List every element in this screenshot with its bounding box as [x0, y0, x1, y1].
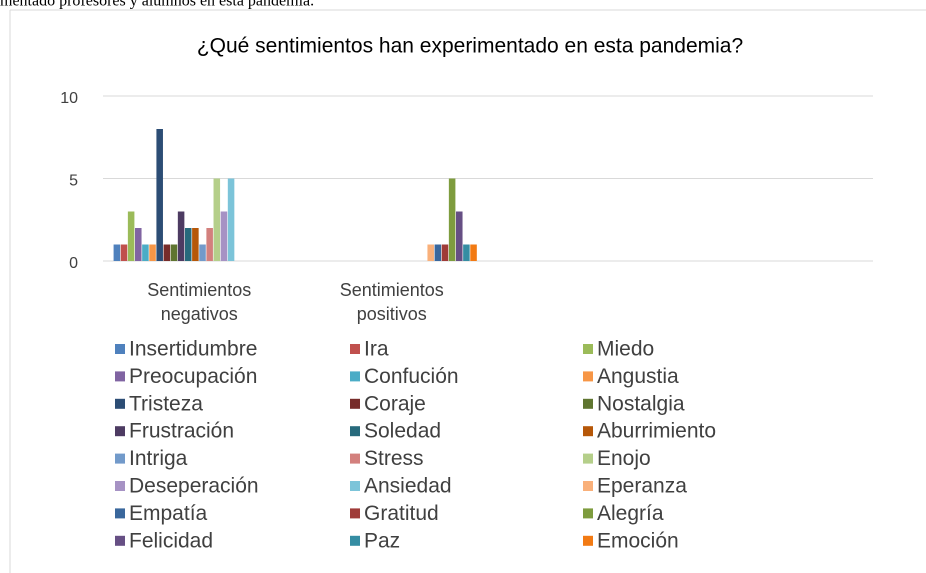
bar [113, 244, 121, 261]
legend-swatch [115, 344, 125, 354]
legend-label: Felicidad [129, 529, 213, 552]
bar [441, 244, 449, 261]
legend-swatch [350, 398, 360, 409]
legend-label: Tristeza [129, 392, 203, 415]
legend-swatch [115, 453, 125, 464]
bar [170, 244, 178, 261]
legend-swatch [115, 508, 125, 519]
legend-label: Angustia [597, 365, 679, 388]
legend-label: Enojo [597, 447, 651, 470]
legend-label: Deseperación [129, 475, 259, 498]
bar [177, 211, 185, 261]
x-tick-label-line: negativos [161, 304, 238, 324]
bar [206, 228, 213, 261]
legend-label: Empatía [129, 502, 208, 525]
x-tick-label-line: positivos [357, 304, 427, 324]
legend-swatch [583, 371, 593, 382]
legend-swatch [350, 371, 360, 382]
legend-swatch [350, 508, 360, 519]
legend-swatch [115, 371, 125, 382]
legend-label: Soledad [364, 420, 441, 443]
x-tick-label: Sentimientos positivos [340, 280, 444, 324]
legend-swatch [583, 481, 593, 491]
legend-label: Gratitud [364, 502, 439, 525]
x-tick-label-line: Sentimientos [340, 280, 444, 300]
legend-label: Nostalgia [597, 392, 685, 415]
bar [184, 228, 192, 261]
legend-label: Coraje [364, 392, 426, 415]
x-tick-label: Sentimientos negativos [147, 280, 251, 324]
legend-swatch [583, 508, 593, 519]
legend-swatch [583, 535, 593, 546]
legend-swatch [115, 481, 125, 491]
bar [142, 244, 149, 261]
legend-label: Emoción [597, 529, 679, 552]
legend-swatch [115, 398, 125, 409]
legend-swatch [350, 344, 360, 354]
bar [220, 211, 228, 261]
legend-swatch [583, 344, 593, 354]
legend-swatch [350, 535, 360, 546]
y-tick-label: 10 [60, 90, 78, 107]
legend-label: Ansiedad [364, 475, 452, 498]
bar [213, 178, 221, 261]
legend-label: Stress [364, 447, 424, 470]
legend-label: Aburrimiento [597, 420, 716, 443]
y-tick-label: 0 [69, 255, 78, 272]
y-tick-label: 5 [69, 173, 78, 190]
bar [448, 178, 456, 261]
legend-swatch [583, 453, 593, 464]
legend-label: Preocupación [129, 365, 257, 388]
bar [127, 211, 135, 261]
legend-swatch [350, 426, 360, 437]
bar [434, 244, 442, 261]
chart-title: ¿Qué sentimientos han experimentado en e… [197, 35, 743, 58]
bar [463, 244, 470, 261]
legend-swatch [115, 426, 125, 437]
bar [199, 244, 206, 261]
bar [455, 211, 463, 261]
legend-label: Miedo [597, 338, 654, 361]
bar [427, 244, 434, 261]
x-tick-label-line: Sentimientos [147, 280, 251, 300]
bar [163, 244, 171, 261]
bar [120, 244, 128, 261]
bar [149, 244, 156, 261]
bar [156, 129, 163, 261]
legend-label: Confución [364, 365, 459, 388]
doc-text: mentado profesores y alumnos en esta pan… [0, 0, 314, 10]
legend-swatch [583, 398, 593, 409]
bar [192, 228, 199, 261]
legend-label: Intriga [129, 447, 188, 470]
legend-swatch [350, 453, 360, 464]
bar [227, 178, 235, 261]
bar [135, 228, 142, 261]
legend-label: Paz [364, 529, 400, 552]
bar [470, 244, 477, 261]
legend-label: Insertidumbre [129, 338, 257, 361]
legend-label: Alegría [597, 502, 664, 525]
legend-label: Eperanza [597, 475, 687, 498]
legend-swatch [115, 535, 125, 546]
legend-label: Frustración [129, 420, 234, 443]
legend-swatch [583, 426, 593, 437]
legend-swatch [350, 481, 360, 491]
legend-label: Ira [364, 338, 389, 361]
